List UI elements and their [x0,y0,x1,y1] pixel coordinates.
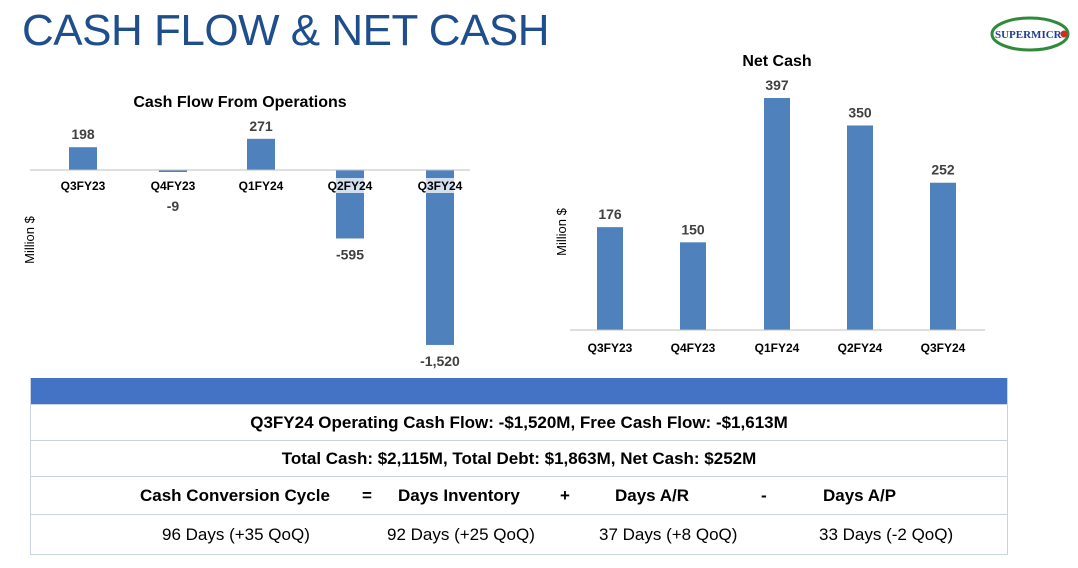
net-cash-tick-label: Q3FY24 [921,341,966,355]
cfo-tick-label: Q1FY24 [239,179,284,193]
cfo-bar-q1fy24 [247,138,275,170]
net-cash-bar-q3fy24 [930,182,956,330]
days-ar-label: Days A/R [615,485,690,505]
net-cash-bar-q4fy23 [680,242,706,330]
days-ap-label: Days A/P [823,485,897,505]
net-cash-tick-label: Q4FY23 [671,341,716,355]
total-cash-text: Total Cash: $2,115M, Total Debt: $1,863M… [281,448,757,468]
summary-table: Q3FY24 Operating Cash Flow: -$1,520M, Fr… [30,378,1008,555]
cfo-data-label: -9 [167,198,180,214]
page-title: CASH FLOW & NET CASH [22,6,550,55]
operating-cash-flow-text: Q3FY24 Operating Cash Flow: -$1,520M, Fr… [250,412,788,432]
ccc-value: 96 Days (+35 QoQ) [162,524,310,544]
cfo-data-label: -595 [336,246,364,262]
cfo-data-label: 271 [249,118,273,134]
net-cash-data-label: 252 [931,162,955,178]
days-ar-value: 37 Days (+8 QoQ) [599,524,738,544]
cfo-tick-label: Q3FY24 [418,179,463,193]
cfo-bar-q3fy24 [426,170,454,345]
net-cash-bar-q1fy24 [764,97,790,331]
net-cash-data-label: 397 [765,77,789,93]
plus-sign: + [560,485,570,505]
net-cash-data-label: 176 [598,206,622,222]
net-cash-bar-q3fy23 [597,227,623,330]
cfo-data-label: 198 [71,126,95,142]
cfo-y-axis-label: Million $ [22,215,37,263]
ccc-formula-row: Cash Conversion Cycle = Days Inventory +… [31,476,1007,514]
total-cash-row: Total Cash: $2,115M, Total Debt: $1,863M… [31,440,1007,476]
equals-sign: = [362,485,372,505]
net-cash-chart-title: Net Cash [742,53,811,70]
cfo-chart-title: Cash Flow From Operations [133,94,346,111]
net-cash-data-label: 350 [848,104,872,120]
cfo-data-label: -1,520 [420,353,460,369]
cfo-tick-label-backing [416,178,464,193]
net-cash-y-axis-label: Million $ [554,207,569,255]
net-cash-data-label: 150 [681,221,705,237]
cfo-tick-label-backing [326,178,374,193]
logo-text: SUPERMICR [995,29,1063,41]
net-cash-tick-label: Q1FY24 [755,341,800,355]
cfo-tick-label: Q2FY24 [328,179,373,193]
supermicro-logo: SUPERMICR [990,16,1070,52]
net-cash-tick-label: Q2FY24 [838,341,883,355]
cfo-bar-q4fy23 [159,170,187,172]
days-ap-value: 33 Days (-2 QoQ) [819,524,954,544]
net-cash-bar-q2fy24 [847,125,873,331]
ccc-label: Cash Conversion Cycle [140,485,330,505]
days-inventory-value: 92 Days (+25 QoQ) [387,524,535,544]
days-inventory-label: Days Inventory [398,485,520,505]
cfo-tick-label: Q4FY23 [151,179,196,193]
charts-area: Cash Flow From Operations Million $ Q3FY23… [22,53,985,369]
ccc-values-row: 96 Days (+35 QoQ) 92 Days (+25 QoQ) 37 D… [31,514,1007,554]
table-header-bar [31,378,1007,404]
minus-sign: - [761,485,767,505]
net-cash-tick-label: Q3FY23 [588,341,633,355]
operating-cash-flow-row: Q3FY24 Operating Cash Flow: -$1,520M, Fr… [31,404,1007,440]
cfo-bar-q3fy23 [69,147,97,170]
cfo-tick-label: Q3FY23 [61,179,106,193]
logo-dot [1060,30,1068,38]
